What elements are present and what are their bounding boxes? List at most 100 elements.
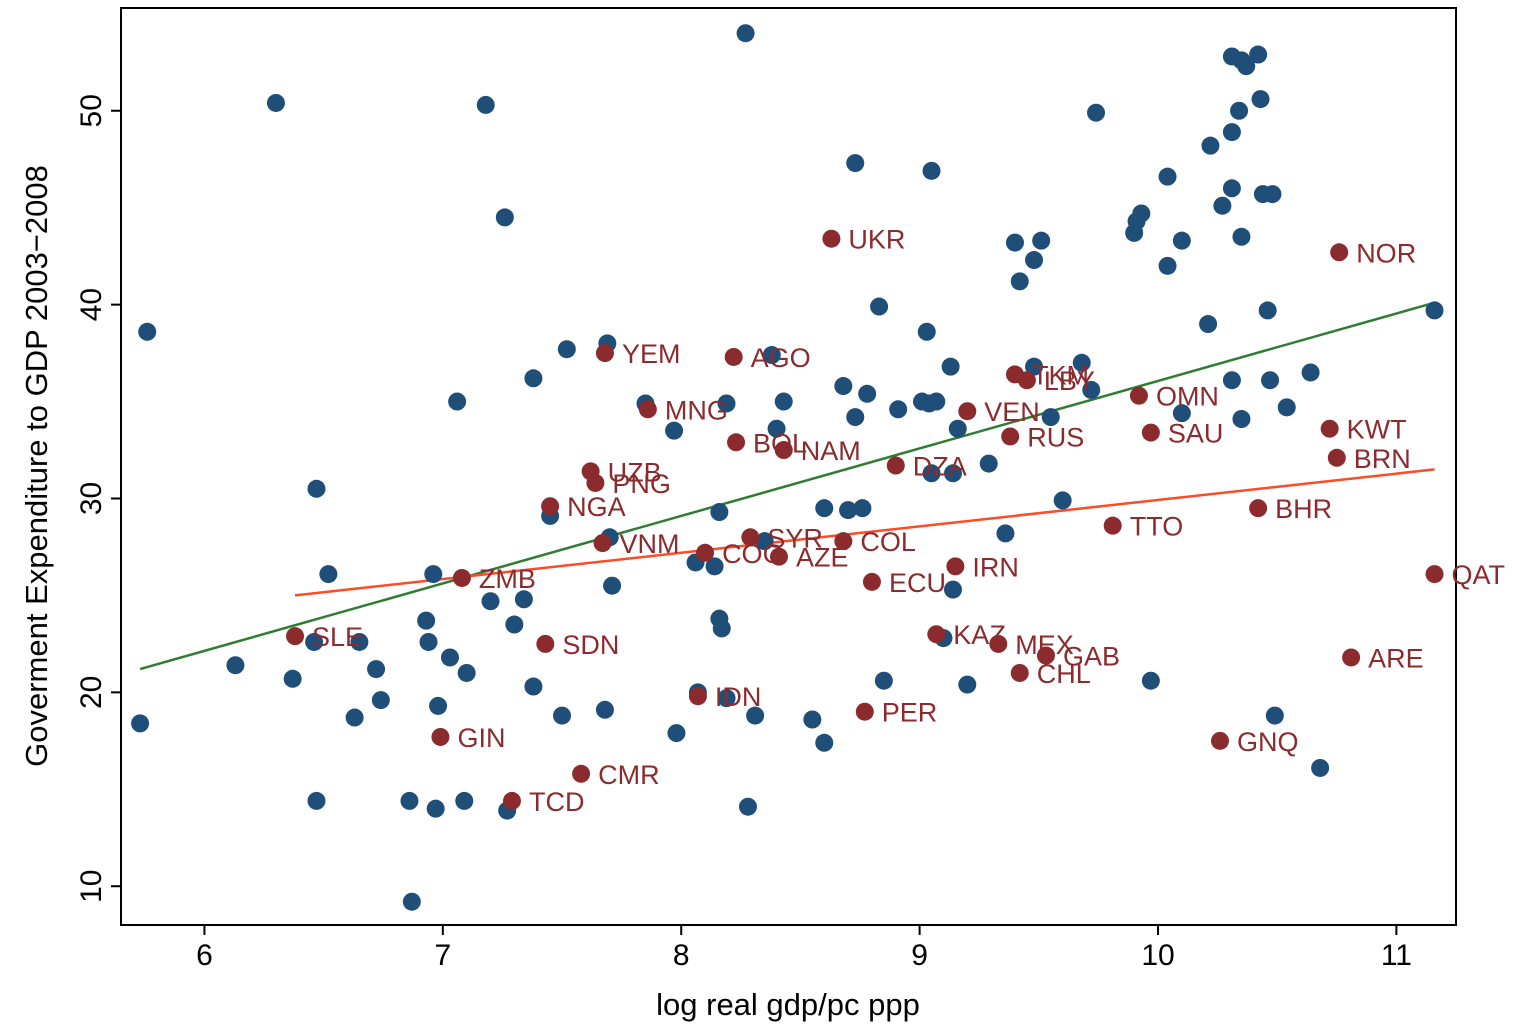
resource-country-point — [741, 528, 760, 547]
country-label: QAT — [1452, 560, 1506, 590]
resource-country-point — [1327, 448, 1346, 467]
country-label: MEX — [1015, 630, 1074, 660]
resource-country-point — [586, 473, 605, 492]
country-point — [712, 619, 731, 638]
country-label: KAZ — [953, 620, 1006, 650]
country-point — [319, 565, 338, 584]
country-point — [1072, 353, 1091, 372]
country-point — [846, 154, 865, 173]
y-tick-label: 40 — [75, 288, 108, 321]
country-point — [889, 400, 908, 419]
country-point — [307, 479, 326, 498]
country-label: IDN — [715, 682, 762, 712]
resource-country-point — [958, 402, 977, 421]
country-point — [1172, 231, 1191, 250]
country-point — [1158, 167, 1177, 186]
resource-country-point — [1017, 371, 1036, 390]
resource-country-point — [638, 400, 657, 419]
country-point — [948, 419, 967, 438]
country-point — [345, 708, 364, 727]
country-point — [417, 611, 436, 630]
country-point — [922, 464, 941, 483]
country-point — [922, 161, 941, 180]
country-point — [400, 791, 419, 810]
resource-country-point — [595, 344, 614, 363]
resource-country-point — [1330, 243, 1349, 262]
country-point — [266, 93, 285, 112]
country-point — [870, 297, 889, 316]
country-point — [839, 501, 858, 520]
country-point — [1025, 357, 1044, 376]
data-points — [131, 24, 1444, 911]
country-point — [846, 408, 865, 427]
country-point — [746, 706, 765, 725]
country-point — [514, 590, 533, 609]
country-point — [1301, 363, 1320, 382]
country-point — [803, 710, 822, 729]
resource-country-point — [855, 702, 874, 721]
country-label: MNG — [665, 395, 728, 425]
country-point — [1265, 706, 1284, 725]
country-label: AGO — [751, 343, 811, 373]
country-point — [858, 384, 877, 403]
resource-country-point — [1141, 423, 1160, 442]
resource-country-point — [431, 727, 450, 746]
country-point — [762, 346, 781, 365]
country-point — [717, 394, 736, 413]
country-point — [1261, 371, 1280, 390]
country-point — [1010, 272, 1029, 291]
country-point — [1132, 204, 1151, 223]
resource-country-point — [1249, 499, 1268, 518]
country-point — [1222, 123, 1241, 142]
country-point — [440, 648, 459, 667]
country-point — [874, 671, 893, 690]
country-label: SLE — [312, 622, 363, 652]
country-label: PNG — [612, 469, 671, 499]
y-axis-label: Goverment Expenditure to GDP 2003−2008 — [19, 165, 54, 767]
fit-resource-line — [294, 468, 1435, 597]
country-label: TTO — [1130, 512, 1184, 542]
country-point — [1230, 101, 1249, 120]
country-label: SYR — [767, 523, 823, 553]
country-point — [1025, 251, 1044, 270]
resource-country-point — [727, 433, 746, 452]
country-point — [371, 691, 390, 710]
x-tick-label: 7 — [434, 939, 451, 972]
country-point — [426, 799, 445, 818]
country-point — [1053, 491, 1072, 510]
country-label: TCD — [529, 787, 585, 817]
country-point — [1249, 45, 1268, 64]
resource-country-point — [946, 557, 965, 576]
country-label: VEN — [984, 397, 1040, 427]
resource-country-point — [696, 543, 715, 562]
country-point — [557, 340, 576, 359]
country-point — [736, 24, 755, 43]
country-point — [367, 660, 386, 679]
resource-country-point — [1010, 663, 1029, 682]
country-point — [1082, 380, 1101, 399]
resource-country-point — [862, 572, 881, 591]
country-label: SAU — [1168, 419, 1224, 449]
country-point — [1141, 671, 1160, 690]
country-label: ECU — [889, 568, 946, 598]
x-axis-label: log real gdp/pc ppp — [656, 987, 920, 1022]
x-tick-label: 10 — [1141, 939, 1174, 972]
resource-country-point — [1210, 731, 1229, 750]
country-point — [834, 377, 853, 396]
country-point — [1251, 90, 1270, 109]
resource-country-point — [822, 229, 841, 248]
country-point — [305, 632, 324, 651]
country-point — [1237, 57, 1256, 76]
country-point — [402, 892, 421, 911]
country-point — [996, 524, 1015, 543]
country-label: LBY — [1044, 366, 1095, 396]
country-label: KWT — [1347, 415, 1407, 445]
y-tick-label: 10 — [75, 870, 108, 903]
resource-country-point — [502, 791, 521, 810]
country-point — [1311, 758, 1330, 777]
country-label: ZMB — [479, 564, 536, 594]
country-point — [455, 791, 474, 810]
country-point — [1087, 103, 1106, 122]
